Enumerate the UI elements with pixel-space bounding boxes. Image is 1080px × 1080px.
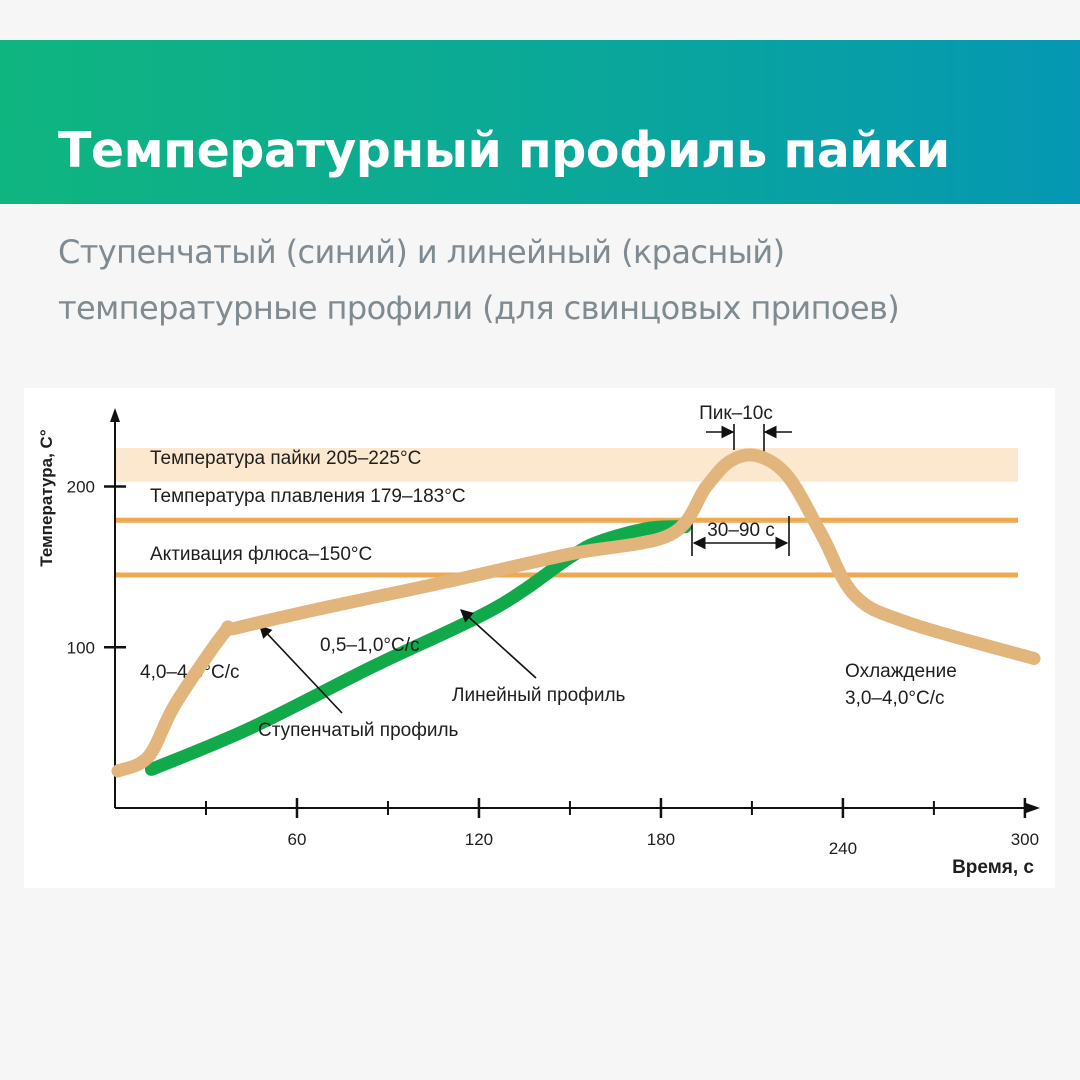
x-tick-label: 300 (1011, 830, 1039, 849)
page-title: Температурный профиль пайки (58, 122, 950, 179)
page-subtitle: Ступенчатый (синий) и линейный (красный)… (58, 224, 1038, 336)
x-axis-label: Время, с (952, 857, 1034, 878)
melting-line-label: Температура плавления 179–183°C (150, 486, 466, 507)
x-axis-arrow-icon (1026, 803, 1040, 813)
step-profile-pointer-arrow-icon (259, 625, 343, 714)
cooling-label: Охлаждение (845, 661, 957, 682)
y-axis-ticks: 100 200 (67, 478, 126, 657)
y-axis-arrow-icon (110, 408, 120, 422)
y-tick-label: 100 (67, 638, 95, 657)
y-tick-label: 200 (67, 478, 95, 497)
step-profile-label: Ступенчатый профиль (258, 720, 459, 741)
cooling-rate-label: 3,0–4,0°C/с (845, 688, 945, 709)
step-rate-label: 0,5–1,0°C/с (320, 635, 420, 656)
soldering-band-label: Температура пайки 205–225°C (150, 448, 421, 469)
y-axis-label: Температура, С° (37, 429, 56, 566)
peak-label: Пик–10с (699, 403, 773, 424)
soldering-temperature-band (115, 447, 1018, 482)
subtitle-line-1: Ступенчатый (синий) и линейный (красный) (58, 233, 785, 271)
linear-profile-pointer-arrow-icon (460, 609, 537, 679)
x-tick-label: 120 (465, 830, 493, 849)
x-tick-label: 180 (647, 830, 675, 849)
linear-profile-label: Линейный профиль (452, 685, 626, 706)
subtitle-line-2: температурные профили (для свинцовых при… (58, 289, 900, 327)
reflow-window-label: 30–90 с (707, 520, 775, 541)
x-axis-ticks: 60 120 180 240 300 (204, 798, 1039, 858)
temperature-profile-chart: 60 120 180 240 300 100 200 Температура, С° Вр… (37, 403, 1041, 878)
step-profile-line (144, 520, 692, 776)
x-tick-label: 240 (829, 839, 857, 858)
linear-profile-line (111, 448, 1041, 778)
x-tick-label: 60 (288, 830, 307, 849)
chart-card: 60 120 180 240 300 100 200 Температура, С° Вр… (24, 388, 1055, 888)
title-banner: Температурный профиль пайки (0, 40, 1080, 204)
flux-line-label: Активация флюса–150°C (150, 544, 372, 565)
